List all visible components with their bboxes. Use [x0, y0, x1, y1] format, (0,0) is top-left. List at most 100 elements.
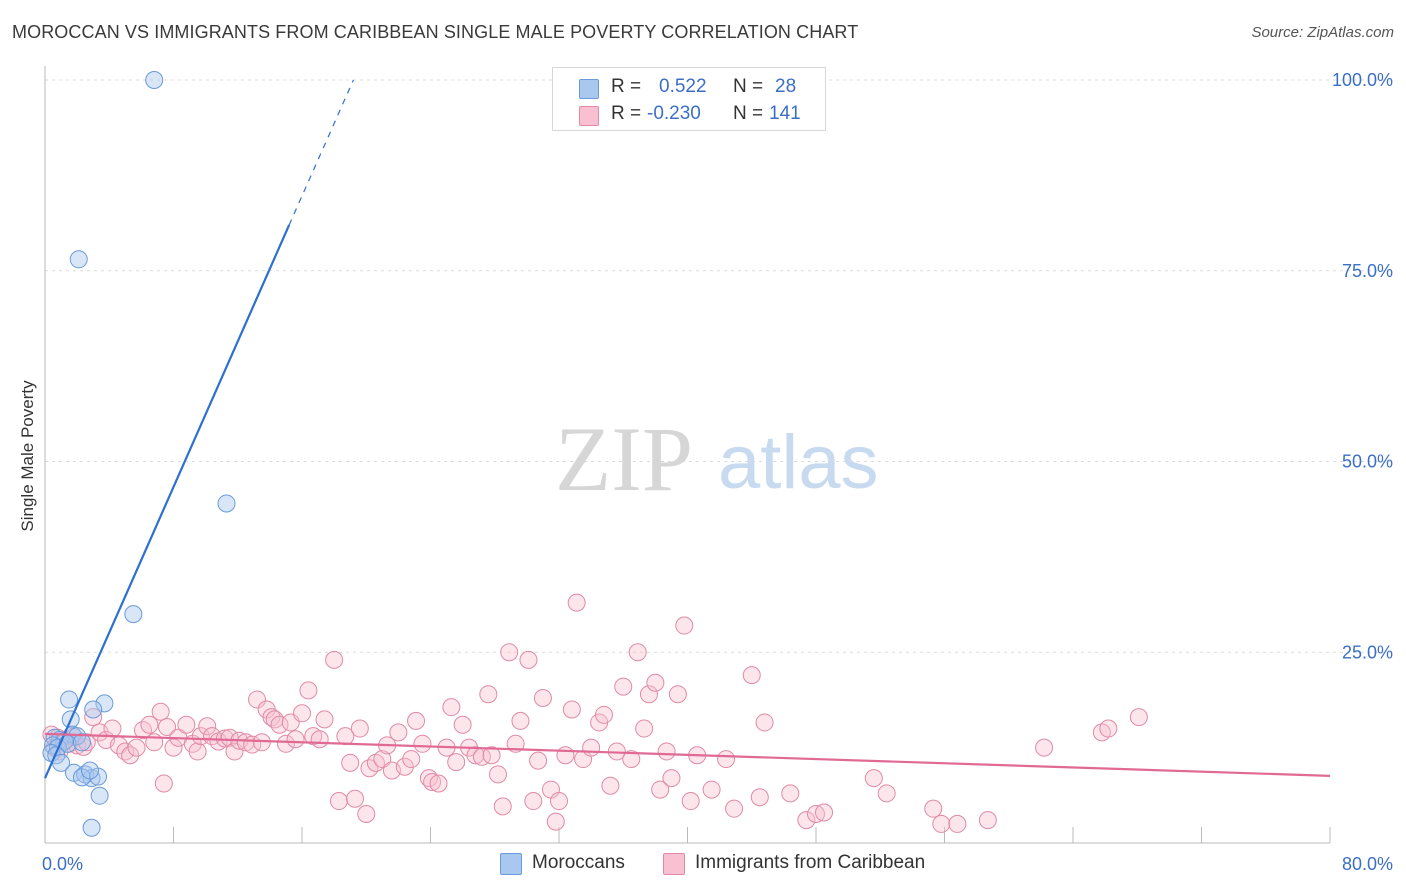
caribbean-point — [127, 738, 146, 757]
caribbean-point — [177, 715, 196, 734]
caribbean-point — [1129, 708, 1148, 727]
caribbean-point — [639, 685, 658, 704]
caribbean-point — [407, 711, 426, 730]
caribbean-point — [662, 769, 681, 788]
moroccans-point — [82, 818, 101, 837]
caribbean-point — [529, 751, 548, 770]
legend-n-label: N = — [733, 103, 764, 124]
caribbean-point — [248, 690, 267, 709]
caribbean-point — [717, 750, 736, 769]
y-tick-label: 75.0% — [1342, 261, 1393, 281]
caribbean-point — [651, 780, 670, 799]
caribbean-point — [402, 750, 421, 769]
moroccans-point — [84, 700, 103, 719]
caribbean-point — [442, 698, 461, 717]
caribbean-point — [77, 733, 96, 752]
caribbean-point — [286, 730, 305, 749]
caribbean-point — [948, 814, 967, 833]
caribbean-point — [154, 774, 173, 793]
y-tick-label: 50.0% — [1342, 452, 1393, 472]
bottom-swatch-caribbean — [663, 853, 685, 875]
caribbean-point — [635, 719, 654, 738]
caribbean-point — [582, 738, 601, 757]
watermark-zip: ZIP — [555, 408, 693, 510]
caribbean-point — [329, 792, 348, 811]
caribbean-point — [453, 715, 472, 734]
source-credit: Source: ZipAtlas.com — [1251, 24, 1394, 41]
caribbean-point — [198, 717, 217, 736]
gridlines — [45, 79, 1392, 653]
moroccans-trend-extension — [288, 79, 354, 226]
caribbean-point — [493, 797, 512, 816]
caribbean-point — [978, 811, 997, 830]
caribbean-point — [350, 719, 369, 738]
caribbean-point — [447, 753, 466, 772]
caribbean-point — [511, 711, 530, 730]
axes — [44, 66, 1331, 844]
caribbean-point — [479, 685, 498, 704]
correlation-legend: R = 0.522 N = 28 R = -0.230 N = 141 — [552, 67, 826, 131]
caribbean-point — [524, 792, 543, 811]
caribbean-point — [389, 723, 408, 742]
caribbean-trend-line — [44, 732, 1331, 777]
legend-swatch-moroccans — [579, 79, 599, 99]
caribbean-point — [562, 700, 581, 719]
y-tick-label: 25.0% — [1342, 642, 1393, 662]
moroccans-point — [145, 71, 164, 89]
caribbean-point — [103, 719, 122, 738]
caribbean-point — [188, 742, 207, 761]
caribbean-point — [1099, 719, 1118, 738]
moroccans-point — [69, 250, 88, 269]
trend-lines — [43, 79, 1331, 779]
caribbean-point — [622, 750, 641, 769]
moroccans-point — [60, 690, 79, 709]
moroccans-point — [90, 786, 109, 805]
x-tick-label: 80.0% — [1342, 854, 1393, 874]
caribbean-point — [310, 730, 329, 749]
moroccans-point — [124, 605, 143, 624]
caribbean-point — [755, 713, 774, 732]
caribbean-point — [864, 769, 883, 788]
watermark-atlas: atlas — [718, 420, 879, 505]
caribbean-point — [815, 803, 834, 822]
caribbean-point — [797, 811, 816, 830]
caribbean-point — [781, 784, 800, 803]
legend-r-value: 0.522 — [659, 76, 707, 97]
caribbean-point — [84, 708, 103, 727]
caribbean-point — [657, 742, 676, 761]
legend-n-value: 141 — [769, 103, 801, 124]
caribbean-point — [702, 780, 721, 799]
caribbean-point — [341, 753, 360, 772]
caribbean-point — [158, 718, 177, 737]
caribbean-point — [121, 746, 140, 765]
caribbean-point — [1035, 738, 1054, 757]
caribbean-point — [346, 789, 365, 808]
bottom-swatch-moroccans — [500, 853, 522, 875]
caribbean-point — [750, 788, 769, 807]
caribbean-point — [533, 689, 552, 708]
caribbean-point — [668, 685, 687, 704]
tick-labels: 25.0% 50.0% 75.0% 100.0% 0.0% 80.0% — [42, 70, 1393, 874]
caribbean-point — [151, 702, 170, 721]
caribbean-point — [675, 616, 694, 635]
moroccans-point — [217, 494, 236, 513]
caribbean-point — [932, 814, 951, 833]
caribbean-point — [742, 666, 761, 685]
caribbean-point — [646, 673, 665, 692]
caribbean-point — [488, 765, 507, 784]
legend-r-label: R = — [611, 76, 642, 97]
caribbean-point — [423, 772, 442, 791]
caribbean-point — [299, 681, 318, 700]
moroccans-point — [95, 694, 114, 713]
caribbean-point — [594, 705, 613, 724]
caribbean-point — [550, 792, 568, 811]
caribbean-point — [601, 776, 620, 795]
moroccans-point — [82, 769, 101, 788]
caribbean-point — [556, 746, 575, 765]
bottom-legend-label: Moroccans — [532, 852, 625, 873]
bottom-legend-label: Immigrants from Caribbean — [695, 852, 926, 873]
caribbean-point — [614, 677, 633, 696]
caribbean-point — [519, 650, 538, 669]
moroccans-point — [72, 733, 91, 752]
